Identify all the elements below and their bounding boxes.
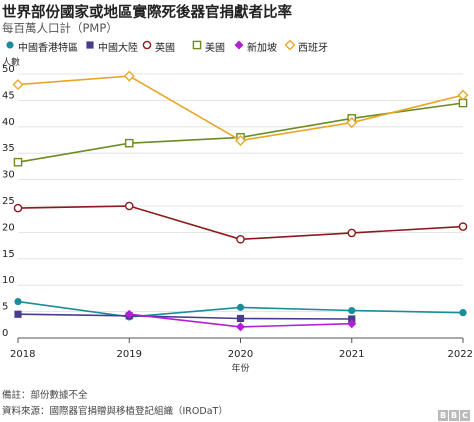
legend-label: 美國 xyxy=(205,43,225,54)
legend-marker-shape xyxy=(192,40,202,50)
y-tick-label: 0 xyxy=(2,328,8,339)
y-tick-label: 35 xyxy=(2,143,15,154)
data-point xyxy=(14,310,22,318)
y-tick-label: 15 xyxy=(2,249,15,260)
legend-marker-shape xyxy=(6,41,14,49)
series-4 xyxy=(124,309,357,332)
legend-label: 新加坡 xyxy=(247,43,277,54)
legend-marker xyxy=(284,39,296,51)
legend-marker-shape xyxy=(86,41,94,49)
legend-marker xyxy=(234,40,244,50)
chart-footnote: 備註：部份數據不全 xyxy=(2,390,88,401)
logo-letter: B xyxy=(438,410,448,421)
data-point xyxy=(236,303,245,311)
y-axis-title: 人數 xyxy=(2,56,20,68)
legend-label: 西班牙 xyxy=(298,43,328,54)
data-point xyxy=(459,309,467,317)
x-tick-label: 2019 xyxy=(117,349,142,360)
legend-marker xyxy=(86,41,94,49)
chart-title: 世界部份國家或地區實際死後器官捐獻者比率 xyxy=(2,5,292,21)
legend-marker-shape xyxy=(142,40,152,50)
data-point xyxy=(235,135,246,147)
data-point xyxy=(13,203,23,213)
data-point xyxy=(236,322,245,332)
x-tick-label: 2020 xyxy=(228,349,253,360)
data-point xyxy=(13,157,23,167)
legend-label: 英國 xyxy=(155,43,175,54)
legend-label: 中國香港特區 xyxy=(18,43,78,54)
y-tick-label: 5 xyxy=(2,302,8,313)
data-point xyxy=(12,79,24,91)
y-tick-label: 10 xyxy=(2,275,15,286)
chart-subtitle: 每百萬人口計（PMP） xyxy=(2,21,118,35)
data-point xyxy=(236,234,245,244)
y-tick-label: 30 xyxy=(2,170,15,181)
chart-legend: 中國香港特區 中國大陸 英國 美國 新加坡 西班牙 xyxy=(0,38,474,54)
y-tick-label: 45 xyxy=(2,90,15,101)
x-tick-label: 2021 xyxy=(339,349,364,360)
x-axis-title: 年份 xyxy=(231,362,249,374)
data-point xyxy=(124,201,134,211)
data-point xyxy=(124,309,134,319)
logo-letter: B xyxy=(449,410,459,421)
data-point xyxy=(124,138,134,148)
y-tick-label: 50 xyxy=(2,64,15,75)
series-2 xyxy=(13,201,468,244)
legend-marker xyxy=(192,40,202,50)
legend-marker-shape xyxy=(234,40,244,50)
legend-marker xyxy=(6,41,14,49)
data-point xyxy=(347,228,357,238)
y-tick-label: 40 xyxy=(2,117,15,128)
legend-marker-shape xyxy=(284,39,296,51)
series-5 xyxy=(12,70,469,147)
data-point xyxy=(458,222,468,231)
series-3 xyxy=(13,98,468,167)
y-tick-label: 25 xyxy=(2,196,15,207)
y-tick-label: 20 xyxy=(2,222,15,233)
data-point xyxy=(346,117,358,129)
legend-marker xyxy=(142,40,152,50)
data-point xyxy=(348,306,356,315)
data-point xyxy=(123,70,135,82)
logo-letter: C xyxy=(460,410,470,421)
data-point xyxy=(236,314,245,323)
data-point xyxy=(457,89,469,101)
series-line xyxy=(17,205,464,241)
data-point xyxy=(348,315,356,323)
data-point xyxy=(347,319,357,329)
data-point xyxy=(14,297,22,306)
x-tick-label: 2018 xyxy=(10,349,35,360)
series-line xyxy=(17,75,464,142)
legend-label: 中國大陸 xyxy=(98,43,138,54)
series-line xyxy=(17,313,352,320)
chart-source: 資料來源：國際器官捐贈與移植登記組織（IRODaT） xyxy=(2,406,228,417)
x-tick-label: 2022 xyxy=(448,349,473,360)
